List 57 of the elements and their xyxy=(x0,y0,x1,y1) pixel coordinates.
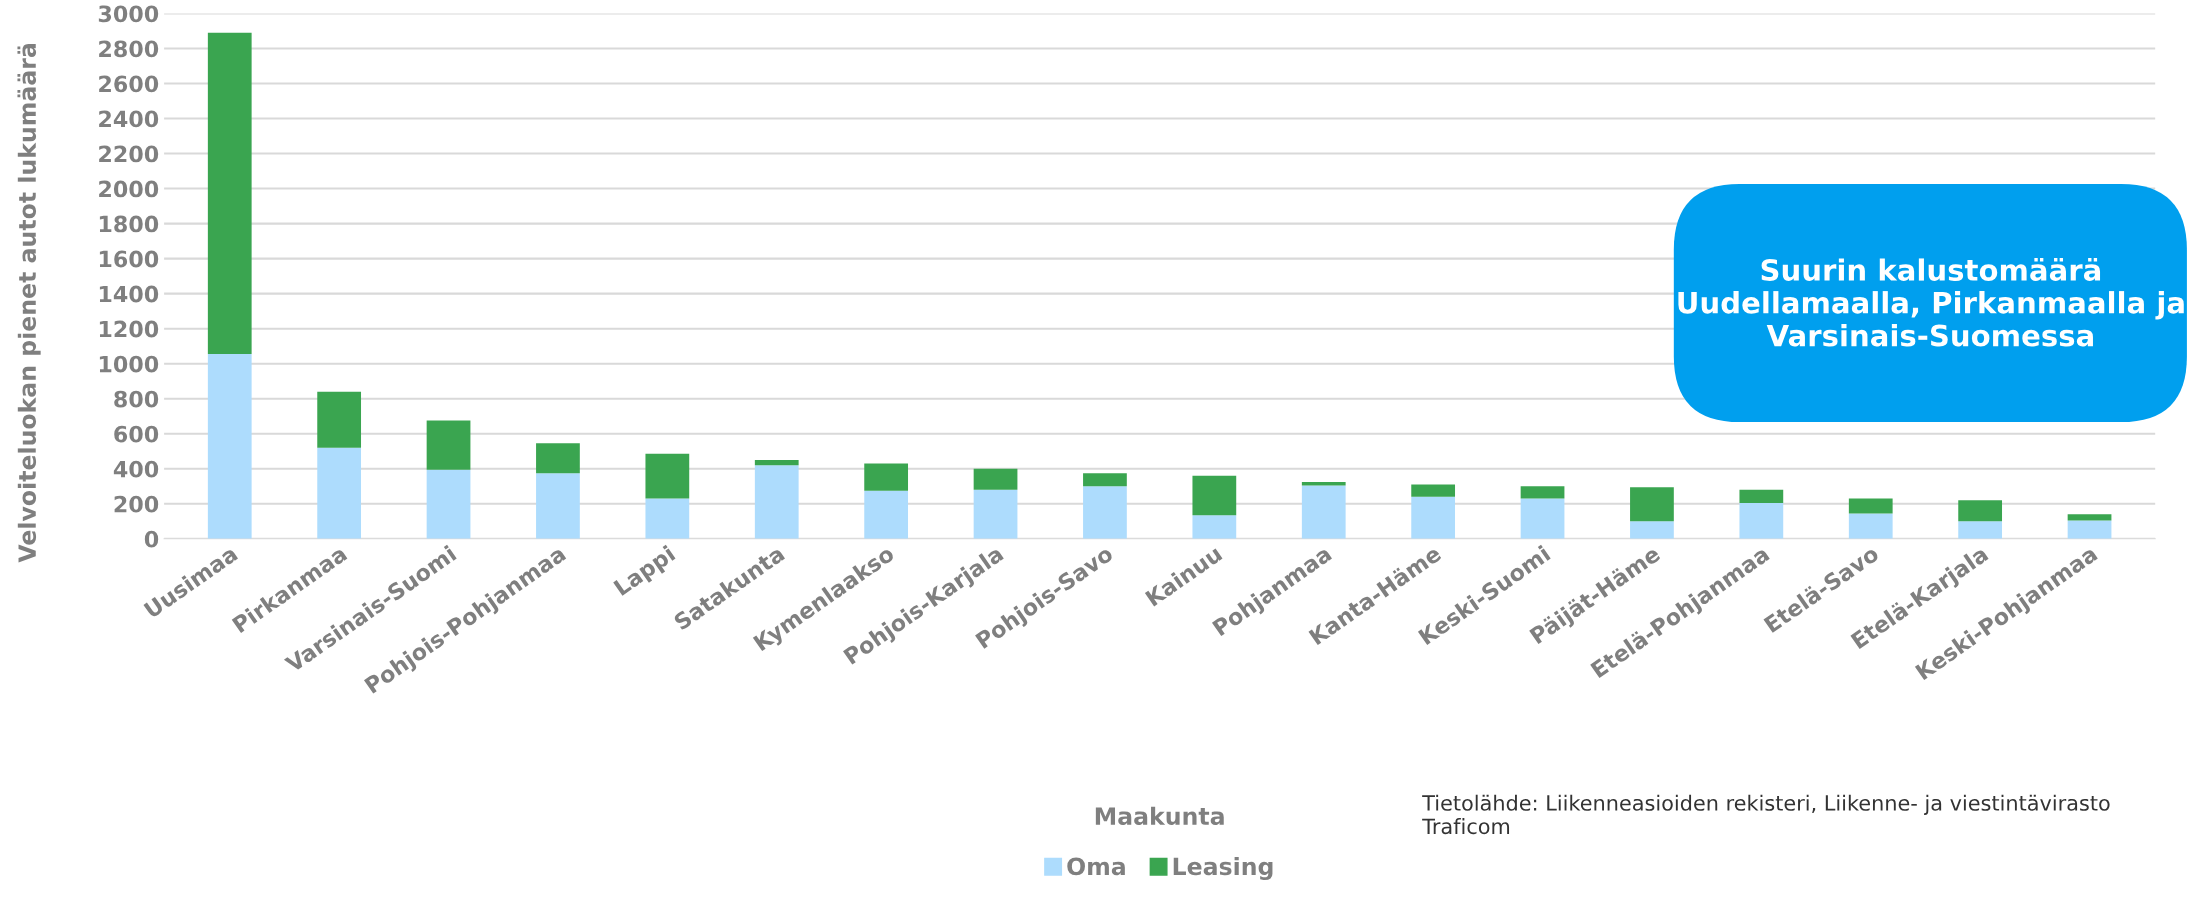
bar xyxy=(754,465,799,539)
bar xyxy=(1301,485,1346,539)
legend-label: Oma xyxy=(1067,857,1125,876)
y-tick-label: 2800 xyxy=(99,40,159,58)
bar xyxy=(1630,521,1674,539)
y-tick-label: 2000 xyxy=(99,180,159,198)
y-tick-label: 0 xyxy=(144,530,159,548)
bar xyxy=(1958,521,2003,539)
y-tick-label: 1400 xyxy=(99,285,159,303)
bar xyxy=(1411,484,1456,497)
bar xyxy=(426,469,471,539)
bar xyxy=(864,463,909,491)
bar xyxy=(1083,473,1127,487)
bar xyxy=(1192,475,1237,516)
bar xyxy=(1739,489,1784,503)
bar xyxy=(1848,513,1893,539)
bar xyxy=(1848,498,1893,514)
bar xyxy=(645,498,690,539)
bar xyxy=(317,391,362,448)
bar xyxy=(207,32,252,355)
legend-label: Leasing xyxy=(1173,856,1273,881)
bar xyxy=(317,447,362,539)
y-tick-label: 2400 xyxy=(99,110,159,128)
bar xyxy=(645,453,690,499)
y-tick-label: 1000 xyxy=(99,355,159,373)
bar xyxy=(864,490,909,539)
bar xyxy=(1083,486,1127,539)
bar xyxy=(1520,486,1565,499)
bar xyxy=(2067,514,2112,521)
y-tick-label: 200 xyxy=(114,495,159,513)
bar xyxy=(426,420,471,470)
bar xyxy=(536,443,580,474)
bar xyxy=(1958,500,2003,522)
bar xyxy=(1411,496,1456,539)
y-tick-label: 1800 xyxy=(99,215,159,233)
y-tick-label: 1600 xyxy=(99,250,159,268)
text: Tietolähde: Liikenneasioiden rekisteri, Liikenne- ja viestintävirasto Traficom xyxy=(1422,794,2110,835)
y-tick-label: 2600 xyxy=(99,75,159,93)
bar xyxy=(754,460,799,466)
y-tick-label: 800 xyxy=(114,390,159,408)
bar xyxy=(973,489,1018,539)
y-tick-label: 3000 xyxy=(98,5,159,23)
x-axis-title: Maakunta xyxy=(1095,806,1224,825)
annotation: Suurin kalustomäärä Uudellamaalla, Pirkanmaalla ja Varsinais-Suomessa xyxy=(1678,258,2184,347)
bar xyxy=(1739,502,1784,539)
bar xyxy=(207,354,252,539)
bar xyxy=(1192,515,1237,539)
y-axis-title: Velvoiteluokan pienet autot lukumäärä xyxy=(17,44,41,563)
y-tick-label: 1200 xyxy=(99,320,159,338)
bar xyxy=(1630,487,1674,522)
bar xyxy=(536,473,580,539)
y-tick-label: 2200 xyxy=(99,145,159,163)
y-tick-label: 400 xyxy=(113,460,159,478)
bar xyxy=(973,468,1018,490)
bar xyxy=(1520,498,1565,539)
bar xyxy=(2067,520,2112,539)
y-tick-label: 600 xyxy=(114,425,159,443)
